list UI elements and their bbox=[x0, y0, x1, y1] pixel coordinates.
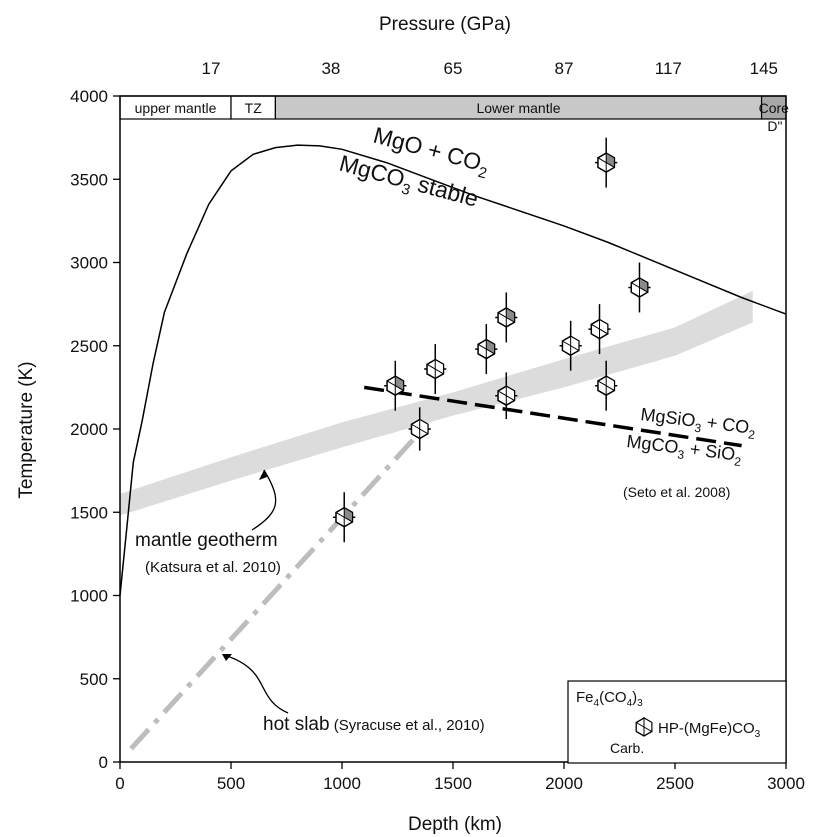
curve-layer bbox=[119, 144, 787, 751]
hexagon-face bbox=[505, 385, 516, 402]
hexagon-face bbox=[605, 152, 615, 169]
hot-slab-label: hot slab (Syracuse et al., 2010) bbox=[263, 714, 485, 735]
axes-layer: 0 500 1000 1500 2000 2500 3000 0 500 1000 1500 2000… bbox=[70, 59, 805, 793]
top-tick-label: 145 bbox=[750, 59, 778, 78]
hexagon-face bbox=[343, 506, 353, 523]
geotherm-band-layer bbox=[120, 290, 753, 516]
y-axis-title: Temperature (K) bbox=[16, 361, 37, 498]
x-tick-label: 0 bbox=[115, 774, 124, 793]
data-point bbox=[424, 344, 447, 395]
data-point bbox=[495, 372, 518, 420]
legend-frame bbox=[567, 680, 787, 764]
data-point bbox=[595, 137, 618, 188]
decarbonation-curve bbox=[119, 144, 787, 596]
legend: Fe4(CO4)3 HP-(MgFe)CO3 Carb. bbox=[567, 680, 787, 764]
x-tick-label: 500 bbox=[217, 774, 245, 793]
x-tick-label: 3000 bbox=[767, 774, 805, 793]
geotherm-label: mantle geotherm bbox=[135, 530, 278, 551]
zone-label: Lower mantle bbox=[476, 100, 560, 116]
top-tick-label: 38 bbox=[321, 59, 340, 78]
d-double-prime-label: D" bbox=[767, 118, 782, 134]
geotherm-pointer-arrow bbox=[251, 469, 277, 531]
hexagon-face bbox=[419, 418, 429, 435]
hexagon-edge bbox=[497, 312, 507, 327]
data-point bbox=[588, 304, 611, 355]
hexagon-face bbox=[638, 277, 649, 294]
x-tick-label: 2500 bbox=[656, 774, 694, 793]
y-tick-label: 1500 bbox=[70, 503, 108, 522]
hexagon-edge bbox=[497, 390, 507, 406]
legend-entry-hp-carbonate: HP-(MgFe)CO3 bbox=[658, 720, 761, 740]
hot-slab-arrowhead bbox=[222, 654, 232, 661]
hexagon-edge bbox=[597, 380, 607, 396]
mantle-zone-bar: upper mantle TZ Lower mantle Core D" bbox=[119, 95, 790, 134]
legend-entry-fe4co43: Fe4(CO4)3 bbox=[576, 689, 643, 709]
data-point-layer bbox=[333, 137, 651, 543]
y-tick-label: 0 bbox=[99, 753, 108, 772]
y-tick-label: 2000 bbox=[70, 420, 108, 439]
data-point bbox=[559, 320, 582, 371]
y-tick-label: 4000 bbox=[70, 87, 108, 106]
geotherm-arrowhead bbox=[259, 470, 267, 480]
hexagon-edge bbox=[562, 340, 572, 356]
hexagon-edge bbox=[411, 423, 421, 439]
hot-slab-pointer-arrow bbox=[223, 654, 289, 714]
hexagon-face bbox=[605, 375, 615, 392]
hexagon-edge bbox=[591, 323, 601, 339]
hexagon-edge bbox=[477, 343, 487, 359]
top-tick-label: 17 bbox=[202, 59, 221, 78]
y-tick-label: 1000 bbox=[70, 587, 108, 606]
y-tick-label: 2500 bbox=[70, 337, 108, 356]
y-tick-label: 3500 bbox=[70, 170, 108, 189]
hexagon-edge bbox=[597, 157, 607, 173]
hexagon-edge bbox=[631, 282, 640, 297]
data-point bbox=[333, 492, 356, 543]
legend-entry-carb: Carb. bbox=[610, 740, 644, 756]
hot-slab-line bbox=[129, 435, 418, 751]
y-tick-label: 3000 bbox=[70, 254, 108, 273]
data-point bbox=[595, 360, 618, 411]
hexagon-edge bbox=[335, 512, 345, 527]
hexagon-face bbox=[505, 307, 516, 324]
hexagon-edge bbox=[386, 380, 396, 396]
x-axis-title: Depth (km) bbox=[408, 814, 502, 835]
top-axis-title: Pressure (GPa) bbox=[379, 14, 511, 35]
data-point bbox=[408, 407, 431, 451]
y-tick-label: 500 bbox=[80, 670, 108, 689]
top-tick-label: 117 bbox=[655, 59, 682, 78]
mantle-geotherm-band bbox=[120, 290, 753, 516]
hexagon-face bbox=[394, 375, 405, 392]
top-tick-label: 87 bbox=[555, 59, 574, 78]
hexagon-face bbox=[599, 318, 609, 335]
data-point bbox=[628, 262, 651, 313]
zone-label: TZ bbox=[245, 100, 263, 116]
zone-label: upper mantle bbox=[135, 100, 217, 116]
hexagon-face bbox=[434, 358, 444, 375]
legend-hexagon-icon bbox=[635, 717, 653, 737]
seto-reference: (Seto et al. 2008) bbox=[623, 484, 730, 500]
data-point bbox=[495, 292, 518, 343]
hexagon-face bbox=[570, 335, 580, 352]
x-tick-label: 1000 bbox=[323, 774, 361, 793]
top-tick-label: 65 bbox=[444, 59, 463, 78]
geotherm-reference: (Katsura et al. 2010) bbox=[145, 559, 281, 576]
hexagon-edge bbox=[426, 363, 436, 379]
data-point bbox=[475, 324, 498, 375]
zone-label: Core bbox=[759, 100, 790, 116]
reaction-line bbox=[363, 385, 742, 448]
x-tick-label: 1500 bbox=[434, 774, 472, 793]
x-tick-label: 2000 bbox=[545, 774, 583, 793]
hexagon-face bbox=[485, 338, 496, 355]
data-point bbox=[384, 360, 407, 411]
